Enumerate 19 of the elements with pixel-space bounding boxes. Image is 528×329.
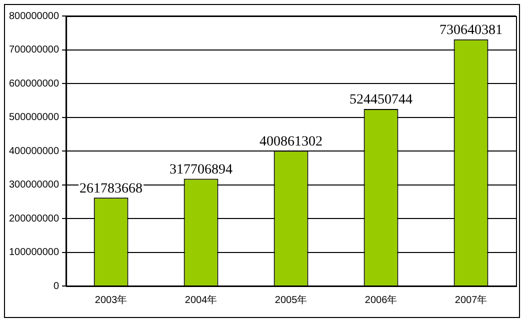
data-label: 400861302: [260, 134, 323, 150]
x-tick-label: 2005年: [274, 294, 308, 306]
y-tick-label: 300000000: [8, 180, 60, 190]
data-label: 317706894: [170, 162, 233, 178]
y-tick-label: 200000000: [8, 213, 60, 224]
x-tick-label: 2004年: [184, 294, 218, 306]
x-tick-label: 2007年: [454, 294, 488, 306]
x-tick-label: 2006年: [364, 294, 398, 306]
x-tick-label: 2003年: [94, 294, 128, 306]
y-tick-label: 600000000: [8, 78, 60, 90]
y-tick-label: 700000000: [8, 44, 60, 56]
y-tick-label: 800000000: [8, 10, 60, 22]
data-label: 261783668: [80, 181, 143, 196]
data-label: 524450744: [350, 92, 413, 108]
y-tick-label: 0: [53, 280, 60, 292]
data-label: 730640381: [440, 23, 503, 38]
y-tick-label: 400000000: [8, 146, 60, 157]
y-tick-label: 100000000: [8, 247, 60, 258]
y-tick-label: 500000000: [8, 112, 60, 123]
